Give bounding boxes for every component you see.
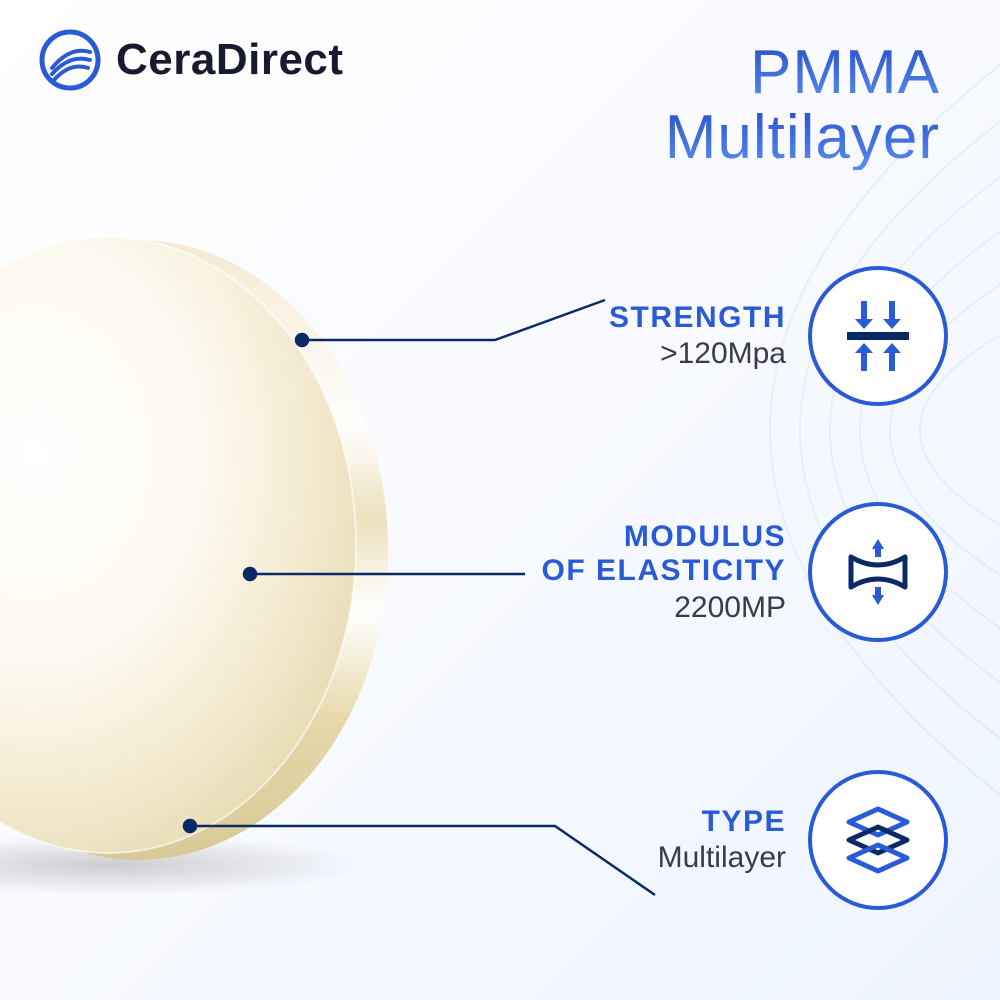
logo-icon bbox=[38, 28, 102, 92]
elasticity-icon bbox=[808, 502, 948, 642]
spec-label: TYPE bbox=[658, 805, 786, 840]
spec-value: 2200MP bbox=[542, 591, 787, 625]
spec-value: >120Mpa bbox=[609, 337, 786, 371]
product-title-line2: Multilayer bbox=[665, 105, 940, 170]
product-disc-image bbox=[0, 220, 450, 900]
spec-modulus: MODULUS OF ELASTICITY 2200MP bbox=[542, 502, 949, 642]
product-title-line1: PMMA bbox=[665, 40, 940, 105]
brand-name: CeraDirect bbox=[116, 35, 344, 85]
spec-label: STRENGTH bbox=[609, 301, 786, 336]
compression-arrows-icon bbox=[808, 266, 948, 406]
spec-strength: STRENGTH >120Mpa bbox=[609, 266, 948, 406]
spec-label: MODULUS OF ELASTICITY bbox=[542, 520, 787, 589]
product-title: PMMA Multilayer bbox=[665, 40, 940, 170]
spec-type: TYPE Multilayer bbox=[658, 770, 948, 910]
brand-logo: CeraDirect bbox=[38, 28, 344, 92]
spec-value: Multilayer bbox=[658, 841, 786, 875]
layers-icon bbox=[808, 770, 948, 910]
